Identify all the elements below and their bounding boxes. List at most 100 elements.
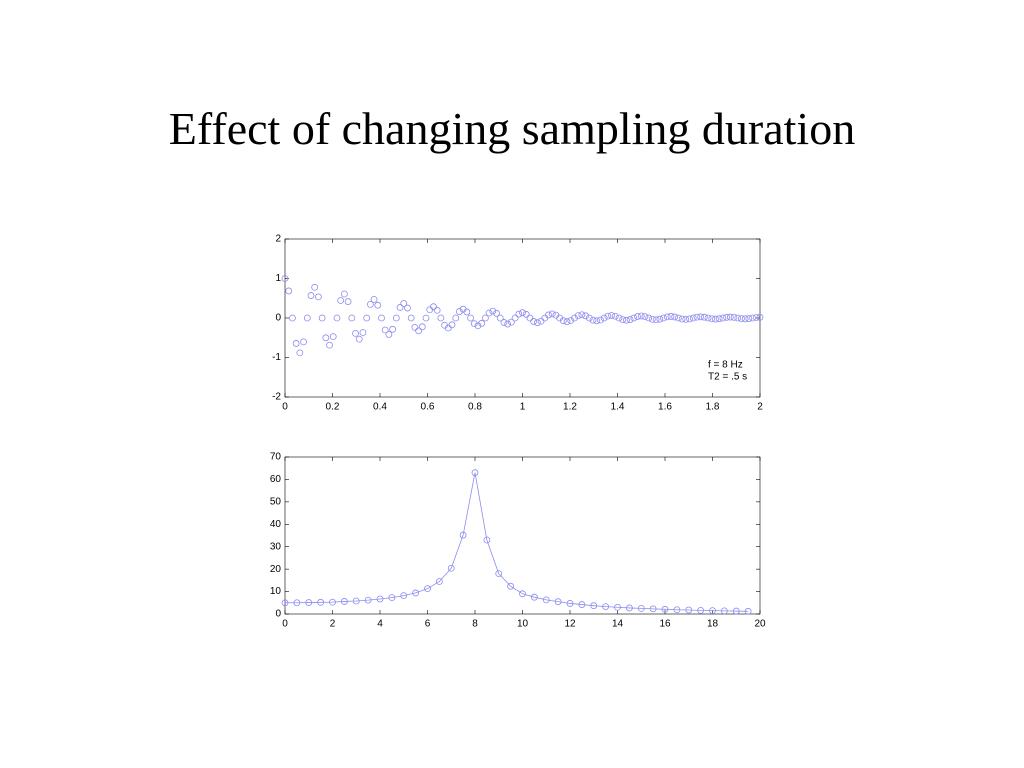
- data-point: [519, 309, 526, 317]
- data-point: [615, 314, 623, 322]
- data-point: [426, 306, 434, 314]
- data-point: [623, 316, 630, 324]
- slide-title: Effect of changing sampling duration: [168, 103, 856, 154]
- data-point: [537, 317, 545, 325]
- data-point: [567, 317, 575, 324]
- data-point: [389, 325, 397, 333]
- data-point: [281, 599, 289, 607]
- data-point: [407, 314, 415, 322]
- data-point: [411, 323, 419, 331]
- data-point: [281, 275, 289, 282]
- data-point: [430, 303, 437, 311]
- data-point: [388, 594, 396, 602]
- data-point: [348, 314, 356, 322]
- data-point: [741, 315, 749, 323]
- data-point: [571, 314, 578, 322]
- data-point: [637, 312, 645, 320]
- x-tick-label: 0.2: [326, 402, 340, 413]
- data-point: [317, 598, 325, 606]
- data-point: [738, 315, 745, 322]
- data-point: [656, 315, 664, 323]
- y-tick-label: 50: [270, 496, 282, 507]
- data-point: [352, 330, 359, 337]
- data-point: [504, 320, 512, 328]
- data-point: [340, 290, 348, 298]
- x-tick-label: 0.8: [468, 402, 482, 413]
- x-tick-label: 10: [517, 619, 529, 630]
- data-point: [663, 313, 671, 321]
- data-point: [511, 314, 519, 322]
- data-point: [693, 313, 701, 321]
- y-tick-label: 1: [275, 273, 281, 284]
- data-point: [697, 313, 705, 321]
- data-point: [597, 316, 604, 324]
- data-point: [630, 314, 638, 322]
- data-point: [344, 298, 352, 305]
- data-point: [634, 313, 641, 320]
- data-point: [292, 340, 300, 347]
- annotation: T2 = .5 s: [708, 372, 747, 383]
- data-point: [456, 308, 463, 315]
- data-point: [400, 300, 408, 307]
- data-point: [720, 607, 728, 615]
- y-tick-label: -2: [272, 392, 281, 403]
- data-point: [329, 598, 336, 606]
- data-point: [322, 334, 330, 342]
- data-line: [285, 472, 749, 612]
- data-point: [682, 315, 690, 323]
- data-point: [463, 308, 471, 316]
- y-tick-label: 70: [270, 452, 282, 463]
- x-tick-label: 1: [520, 402, 526, 413]
- data-point: [723, 313, 731, 321]
- data-point: [744, 607, 752, 615]
- data-point: [674, 314, 682, 322]
- data-point: [485, 309, 493, 317]
- data-point: [661, 605, 669, 613]
- y-tick-label: 30: [270, 541, 282, 552]
- x-tick-label: 20: [754, 619, 766, 630]
- data-point: [515, 310, 523, 318]
- data-point: [483, 536, 491, 544]
- data-point: [363, 314, 371, 322]
- data-point: [415, 327, 422, 335]
- x-tick-label: 0: [282, 619, 288, 630]
- data-point: [448, 321, 456, 329]
- data-point: [700, 313, 708, 321]
- data-point: [719, 314, 727, 322]
- data-point: [507, 318, 515, 326]
- x-tick-label: 2: [330, 619, 336, 630]
- data-point: [474, 322, 482, 330]
- data-point: [732, 607, 740, 615]
- data-point: [548, 310, 556, 318]
- data-point: [435, 578, 443, 585]
- data-point: [437, 314, 445, 322]
- data-point: [641, 313, 649, 321]
- data-point: [589, 316, 597, 324]
- data-point: [614, 603, 621, 611]
- data-point: [559, 317, 567, 325]
- data-point: [385, 331, 393, 338]
- x-tick-label: 1.8: [706, 402, 720, 413]
- data-point: [566, 600, 574, 607]
- data-point: [305, 599, 313, 606]
- x-tick-label: 14: [612, 619, 624, 630]
- data-point: [422, 314, 430, 322]
- data-point: [337, 297, 345, 304]
- data-point: [608, 312, 615, 319]
- data-point: [704, 314, 712, 322]
- x-tick-label: 16: [659, 619, 671, 630]
- data-point: [289, 314, 296, 322]
- data-point: [626, 316, 634, 323]
- data-point: [329, 333, 337, 341]
- data-point: [495, 570, 503, 578]
- data-point: [392, 314, 400, 322]
- data-point: [593, 317, 601, 325]
- data-point: [359, 329, 367, 336]
- data-point: [303, 314, 311, 322]
- data-point: [447, 564, 455, 572]
- y-tick-label: 0: [275, 609, 281, 620]
- data-point: [652, 316, 660, 324]
- data-point: [400, 592, 408, 600]
- data-point: [752, 314, 760, 321]
